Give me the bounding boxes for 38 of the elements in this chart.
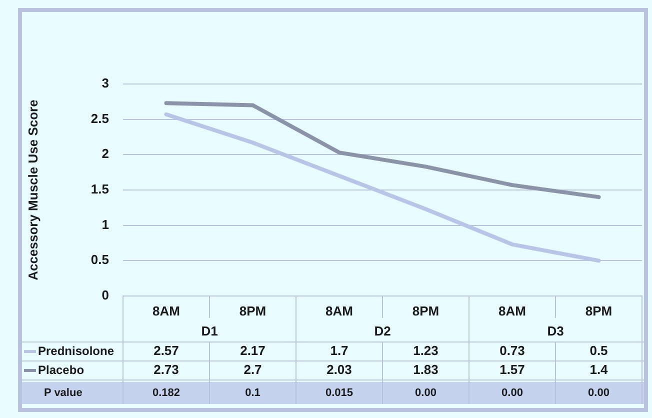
data-label: 2.57 — [154, 343, 179, 358]
data-label: 1.57 — [500, 362, 525, 378]
text: 0.182 — [152, 387, 180, 400]
data-label: 2.17 — [240, 343, 266, 358]
y-tick-label: 0.5 — [90, 252, 109, 268]
x-tick-label: 8PM — [585, 303, 612, 318]
x-tick-label: 8PM — [239, 303, 266, 318]
x-tick-label: 8PM — [412, 303, 440, 318]
x-tick-label: 8AM — [498, 303, 526, 318]
data-label: 2.73 — [154, 362, 179, 378]
data-label: 1.4 — [590, 362, 609, 378]
text: P value — [44, 387, 82, 400]
text: 0.00 — [415, 387, 436, 400]
x-tick-label: 8AM — [326, 303, 353, 318]
y-tick-label: 2 — [102, 146, 109, 162]
data-label: 1.83 — [413, 362, 438, 378]
data-label: 2.7 — [244, 362, 262, 378]
data-label: 2.03 — [326, 362, 352, 378]
text: 0.015 — [325, 387, 354, 400]
text: 0.1 — [245, 387, 260, 400]
y-tick-label: 1 — [102, 216, 109, 232]
x-tick-label: 8AM — [152, 303, 180, 318]
y-tick-label: 2.5 — [90, 110, 109, 126]
legend-label: Prednisolone — [38, 344, 114, 358]
legend-label: Placebo — [38, 362, 84, 377]
y-tick-label: 3 — [102, 76, 109, 91]
text: D1 — [201, 324, 218, 339]
text: 0.00 — [502, 387, 523, 400]
data-label: 1.23 — [413, 343, 438, 358]
text: D2 — [374, 324, 391, 339]
text: 0.00 — [588, 387, 610, 400]
y-tick-label: 1.5 — [90, 182, 109, 197]
data-label: 1.7 — [330, 343, 348, 358]
y-tick-label: 0 — [102, 288, 109, 303]
text: D3 — [547, 324, 564, 339]
data-label: 0.5 — [590, 343, 608, 358]
y-axis-title: Accessory Muscle Use Score — [25, 100, 40, 280]
data-label: 0.73 — [500, 343, 525, 358]
